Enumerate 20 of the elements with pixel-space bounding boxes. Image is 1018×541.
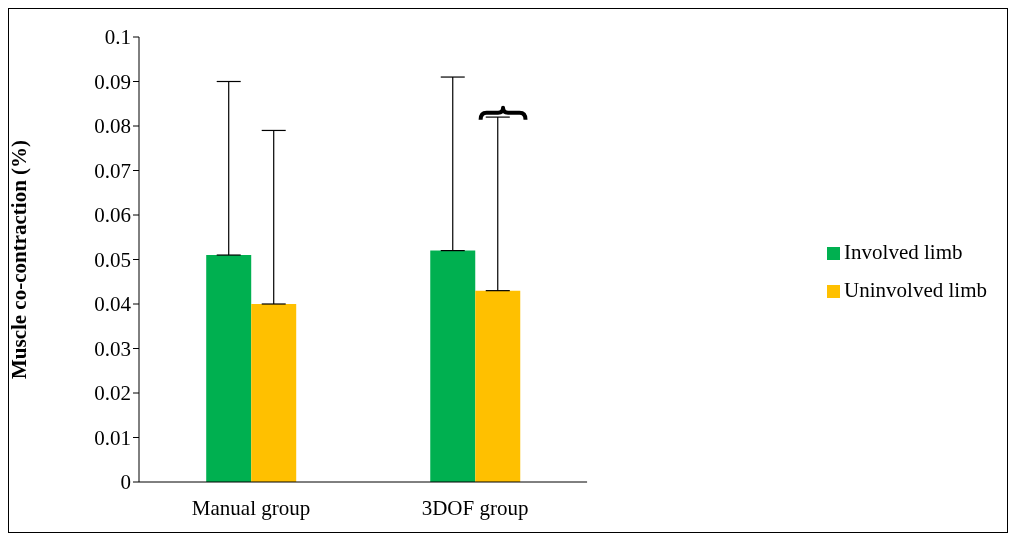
bar	[430, 250, 476, 482]
y-tick-label: 0.1	[104, 25, 131, 50]
y-tick-label: 0.05	[94, 247, 131, 272]
bar	[251, 304, 297, 482]
y-tick-label: 0	[120, 470, 131, 495]
y-tick-label: 0.04	[94, 292, 132, 317]
y-tick-label: 0.06	[94, 203, 131, 228]
y-tick-label: 0.08	[94, 114, 131, 139]
y-tick-label: 0.03	[94, 336, 131, 361]
y-tick-label: 0.09	[94, 69, 131, 94]
y-tick-label: 0.07	[94, 158, 131, 183]
legend-label: Uninvolved limb	[844, 277, 987, 302]
bar	[206, 255, 252, 482]
x-tick-label: 3DOF group	[421, 495, 529, 520]
y-tick-label: 0.01	[94, 425, 131, 450]
y-tick-label: 0.02	[94, 381, 131, 406]
bar	[475, 290, 521, 482]
y-axis-title: Muscle co-contraction (%)	[7, 139, 32, 380]
legend-label: Involved limb	[844, 239, 963, 264]
x-tick-label: Manual group	[191, 495, 311, 520]
